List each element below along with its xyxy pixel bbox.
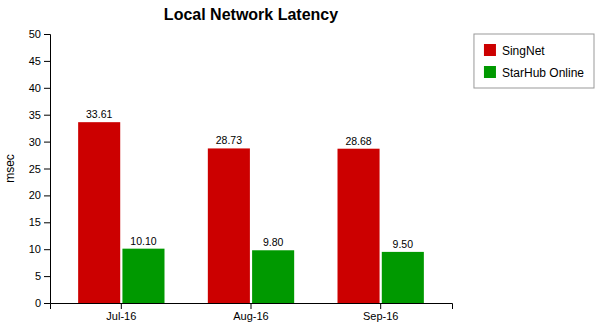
bar: [208, 148, 250, 303]
data-label: 28.73: [216, 134, 242, 146]
y-tick: 30: [29, 136, 50, 148]
y-tick-mark: [44, 34, 50, 35]
y-tick-label: 45: [29, 55, 41, 67]
x-axis: Jul-16 Aug-16 Sep-16: [51, 303, 453, 322]
legend-label: StarHub Online: [502, 66, 584, 80]
x-tick-label: Jul-16: [106, 310, 136, 322]
data-label: 9.50: [393, 238, 414, 250]
y-tick: 40: [29, 82, 50, 94]
plot: 0 5 10 15 20 25 30 35 40 45 50 Jul-16 Aug-16 Sep-16 33…: [29, 28, 453, 322]
x-tick-label: Aug-16: [233, 310, 268, 322]
y-tick: 5: [35, 270, 50, 282]
y-tick-label: 20: [29, 189, 41, 201]
data-label: 9.80: [263, 236, 284, 248]
y-tick-label: 10: [29, 243, 41, 255]
y-tick-label: 25: [29, 163, 41, 175]
bar: [78, 122, 120, 303]
y-tick-label: 35: [29, 109, 41, 121]
y-tick: 10: [29, 243, 50, 255]
y-tick: 15: [29, 216, 50, 228]
y-axis-title: msec: [3, 154, 17, 183]
y-tick-mark: [44, 276, 50, 277]
y-tick-mark: [44, 88, 50, 89]
data-label: 10.10: [130, 235, 156, 247]
legend-swatch: [484, 66, 496, 78]
y-tick-mark: [44, 195, 50, 196]
axis-line: [51, 304, 453, 310]
y-tick: 25: [29, 163, 50, 175]
y-tick-mark: [44, 249, 50, 250]
x-tick-mark: [121, 303, 122, 309]
y-tick: 50: [29, 28, 50, 40]
y-tick: 45: [29, 55, 50, 67]
title: Local Network Latency: [164, 6, 338, 23]
x-tick-label: Sep-16: [363, 310, 398, 322]
y-tick-label: 0: [35, 297, 41, 309]
bars: [78, 122, 424, 303]
data-labels: 33.61 28.73 28.68 10.10 9.80 9.50: [86, 108, 413, 250]
y-tick-label: 40: [29, 82, 41, 94]
y-tick-mark: [44, 142, 50, 143]
axis-line: [44, 35, 51, 304]
y-tick-mark: [44, 61, 50, 62]
bar: [382, 252, 424, 303]
bar: [252, 250, 294, 303]
y-tick-mark: [44, 303, 50, 304]
x-tick: Sep-16: [363, 303, 398, 322]
x-tick: Jul-16: [106, 303, 136, 322]
chart: 0 5 10 15 20 25 30 35 40 45 50 Jul-16 Aug-16 Sep-16 33…: [0, 0, 602, 331]
y-tick: 20: [29, 189, 50, 201]
y-tick-label: 15: [29, 216, 41, 228]
data-label: 28.68: [345, 135, 371, 147]
x-tick-mark: [380, 303, 381, 309]
bar: [338, 149, 380, 303]
y-tick-label: 50: [29, 28, 41, 40]
y-tick-mark: [44, 222, 50, 223]
y-tick: 0: [35, 297, 50, 309]
y-tick-mark: [44, 115, 50, 116]
legend-label: SingNet: [502, 44, 545, 58]
legend: SingNet StarHub Online: [474, 34, 594, 88]
legend-swatch: [484, 44, 496, 56]
y-tick: 35: [29, 109, 50, 121]
x-tick-mark: [251, 303, 252, 309]
y-tick-mark: [44, 169, 50, 170]
legend-frame: [474, 34, 594, 88]
y-axis: 0 5 10 15 20 25 30 35 40 45 50: [29, 28, 51, 309]
data-label: 33.61: [86, 108, 112, 120]
bar: [122, 249, 164, 303]
x-tick: Aug-16: [233, 303, 268, 322]
y-tick-label: 30: [29, 136, 41, 148]
y-tick-label: 5: [35, 270, 41, 282]
